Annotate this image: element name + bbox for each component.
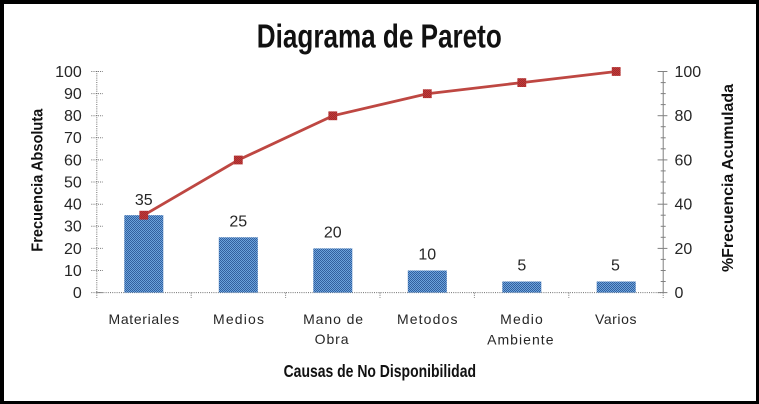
svg-text:Medios: Medios — [213, 311, 264, 327]
svg-text:90: 90 — [64, 86, 82, 103]
svg-text:40: 40 — [675, 197, 693, 214]
svg-text:80: 80 — [64, 108, 82, 125]
svg-text:5: 5 — [611, 258, 620, 275]
svg-text:%Frecuencia Acumulada: %Frecuencia Acumulada — [720, 84, 737, 272]
svg-text:70: 70 — [64, 130, 82, 147]
svg-text:0: 0 — [73, 285, 82, 302]
svg-text:60: 60 — [64, 152, 82, 169]
svg-text:Causas de No Disponibilidad: Causas de No Disponibilidad — [284, 361, 476, 381]
svg-text:100: 100 — [55, 64, 82, 81]
svg-text:Mano de: Mano de — [303, 311, 363, 327]
svg-text:100: 100 — [675, 64, 702, 81]
svg-text:5: 5 — [517, 258, 526, 275]
svg-text:35: 35 — [135, 192, 153, 209]
svg-text:80: 80 — [675, 108, 693, 125]
svg-text:Obra: Obra — [315, 331, 349, 347]
svg-text:25: 25 — [229, 214, 247, 231]
svg-text:10: 10 — [64, 263, 82, 280]
svg-text:Metodos: Metodos — [397, 311, 458, 327]
svg-text:20: 20 — [64, 241, 82, 258]
svg-text:60: 60 — [675, 152, 693, 169]
svg-text:10: 10 — [418, 247, 436, 264]
svg-text:Materiales: Materiales — [109, 311, 180, 327]
svg-text:0: 0 — [675, 285, 684, 302]
svg-text:Diagrama de Pareto: Diagrama de Pareto — [257, 18, 502, 55]
svg-text:20: 20 — [675, 241, 693, 258]
svg-text:40: 40 — [64, 197, 82, 214]
svg-text:30: 30 — [64, 219, 82, 236]
svg-text:Frecuencia Absoluta: Frecuencia Absoluta — [30, 109, 47, 252]
svg-text:50: 50 — [64, 174, 82, 191]
svg-text:Medio: Medio — [500, 311, 543, 327]
svg-text:Ambiente: Ambiente — [487, 332, 554, 348]
svg-text:Varios: Varios — [595, 311, 637, 327]
svg-text:20: 20 — [324, 225, 342, 242]
